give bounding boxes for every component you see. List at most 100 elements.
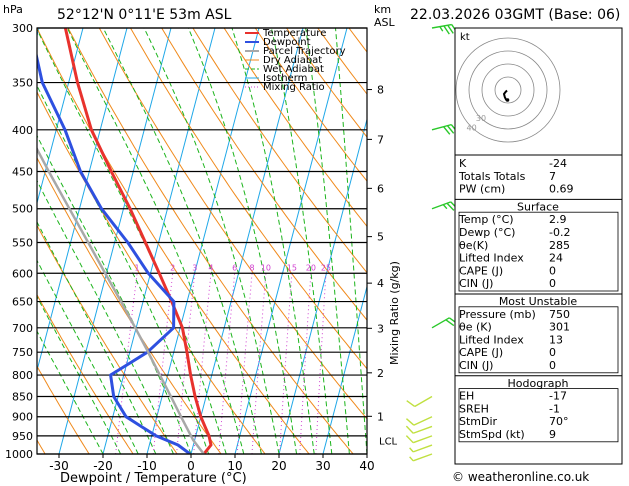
isotherm-line <box>37 28 128 373</box>
hodograph-ring <box>455 37 561 143</box>
altitude-tick-label: 5 <box>377 231 384 244</box>
index-value: 0 <box>549 359 556 372</box>
index-value: 0 <box>549 346 556 359</box>
hodograph-ring <box>468 50 548 130</box>
index-label: CAPE (J) <box>459 346 503 359</box>
pressure-tick-label: 950 <box>12 430 33 443</box>
wind-barb <box>431 23 458 35</box>
mixing-ratio-axis-label: Mixing Ratio (g/kg) <box>388 261 401 365</box>
wind-barb-flag <box>405 425 414 434</box>
altitude-tick-label: 3 <box>377 322 384 335</box>
indices-frame <box>454 154 623 465</box>
temperature-tick-label: -20 <box>93 459 113 473</box>
mixing-ratio-label: 4 <box>208 263 213 272</box>
wind-barb-half-flag <box>409 447 414 453</box>
wet-adiabat-line <box>37 84 210 454</box>
mixing-ratio-line <box>176 273 196 454</box>
indices-table: K -24 Totals Totals 7 PW (cm) 0.69 SurfaceTemp… <box>454 154 623 465</box>
index-label: SREH <box>459 402 489 415</box>
mixing-ratio-line <box>218 273 236 454</box>
isotherm-line <box>322 284 367 454</box>
wind-barb-staff <box>414 395 433 408</box>
isotherm-line <box>58 28 172 454</box>
temperature-tick-label: 10 <box>227 459 242 473</box>
temperature-tick-label: 20 <box>271 459 286 473</box>
index-value: -0.2 <box>549 226 570 239</box>
wind-barb-half-flag <box>439 26 444 32</box>
wind-barb-staff <box>412 444 433 453</box>
station-location: 52°12'N 0°11'E 53m ASL <box>57 7 232 23</box>
wind-barb <box>405 435 433 444</box>
pressure-tick-label: 700 <box>12 322 33 335</box>
index-label: θe(K) <box>459 239 488 252</box>
dry-adiabat-line <box>192 28 367 274</box>
storm-motion-marker <box>505 98 510 102</box>
temperature-tick-label: -10 <box>137 459 157 473</box>
index-label: Lifted Index <box>459 333 524 346</box>
altitude-tick-label: 2 <box>377 367 384 380</box>
wind-barb-half-flag <box>442 204 448 210</box>
mixing-ratio-line <box>299 273 312 454</box>
index-label: θe (K) <box>459 321 492 334</box>
pressure-axis: 300 350 400 450 500 550 600 650 700 750 800 850 900 9… <box>5 22 33 461</box>
altitude-tick-label: 7 <box>377 133 384 146</box>
legend-entry: Temperature <box>262 28 326 39</box>
legend-entry: Dry Adiabat <box>263 55 322 66</box>
section-title: Hodograph <box>508 377 569 390</box>
index-value: 285 <box>549 239 570 252</box>
section-box <box>458 306 619 374</box>
mixing-ratio-line <box>115 273 138 454</box>
wind-barb <box>406 395 433 408</box>
mixing-ratio-line <box>251 273 267 454</box>
pressure-tick-label: 800 <box>12 369 33 382</box>
temperature-tick-label: 30 <box>315 459 330 473</box>
index-label: Pressure (mb) <box>459 308 536 321</box>
altitude-tick-label: 4 <box>377 277 384 290</box>
wind-barb <box>409 453 433 462</box>
pressure-tick-label: 300 <box>12 22 33 35</box>
temperature-axis: -30 -20 -10 0 10 20 30 40 <box>49 454 375 473</box>
wet-adiabat-line <box>37 134 192 454</box>
wind-barb-flag <box>443 25 450 35</box>
mixing-ratio-label: 10 <box>261 263 271 272</box>
mixing-ratio-line <box>315 273 327 454</box>
plot-frame <box>36 27 368 455</box>
dry-adiabat-line <box>223 28 367 228</box>
index-value: 0.69 <box>549 183 574 196</box>
index-label: EH <box>459 390 474 403</box>
legend-entry: Parcel Trajectory <box>263 46 346 57</box>
wind-barb <box>405 416 433 426</box>
hodograph-ring-label: 40 <box>467 123 477 132</box>
index-value: 301 <box>549 321 570 334</box>
wind-barb <box>431 123 459 135</box>
index-value: -1 <box>549 402 560 415</box>
wind-barb <box>405 425 433 434</box>
altitude-axis: 8 7 6 5 4 3 2 1 LCL <box>367 84 398 447</box>
mixing-ratio-label: 20 <box>306 263 316 272</box>
legend-entry: Isotherm <box>263 73 307 84</box>
pressure-tick-label: 550 <box>12 236 33 249</box>
pressure-tick-label: 750 <box>12 346 33 359</box>
hodograph-frame <box>454 27 623 156</box>
altitude-tick-label: 1 <box>377 410 384 423</box>
mixing-ratio-label: 3 <box>192 263 197 272</box>
index-value: 0 <box>549 264 556 277</box>
parcel-trajectory-line <box>37 146 205 454</box>
index-value: 9 <box>549 428 556 441</box>
hodograph-ring-label: 30 <box>476 114 486 123</box>
legend-entry: Mixing Ratio <box>263 82 325 93</box>
isotherm-line <box>102 28 216 454</box>
isotherm-line <box>37 28 84 205</box>
wind-barb-flag <box>446 125 455 134</box>
mixing-ratio-label: 8 <box>250 263 255 272</box>
asl-axis-label: ASL <box>374 16 396 29</box>
wind-barb-staff <box>412 435 433 444</box>
index-label: CIN (J) <box>459 359 493 372</box>
hodograph-unit-label: kt <box>460 32 470 43</box>
wind-barb-flag <box>445 319 455 327</box>
index-value: 7 <box>549 170 556 183</box>
